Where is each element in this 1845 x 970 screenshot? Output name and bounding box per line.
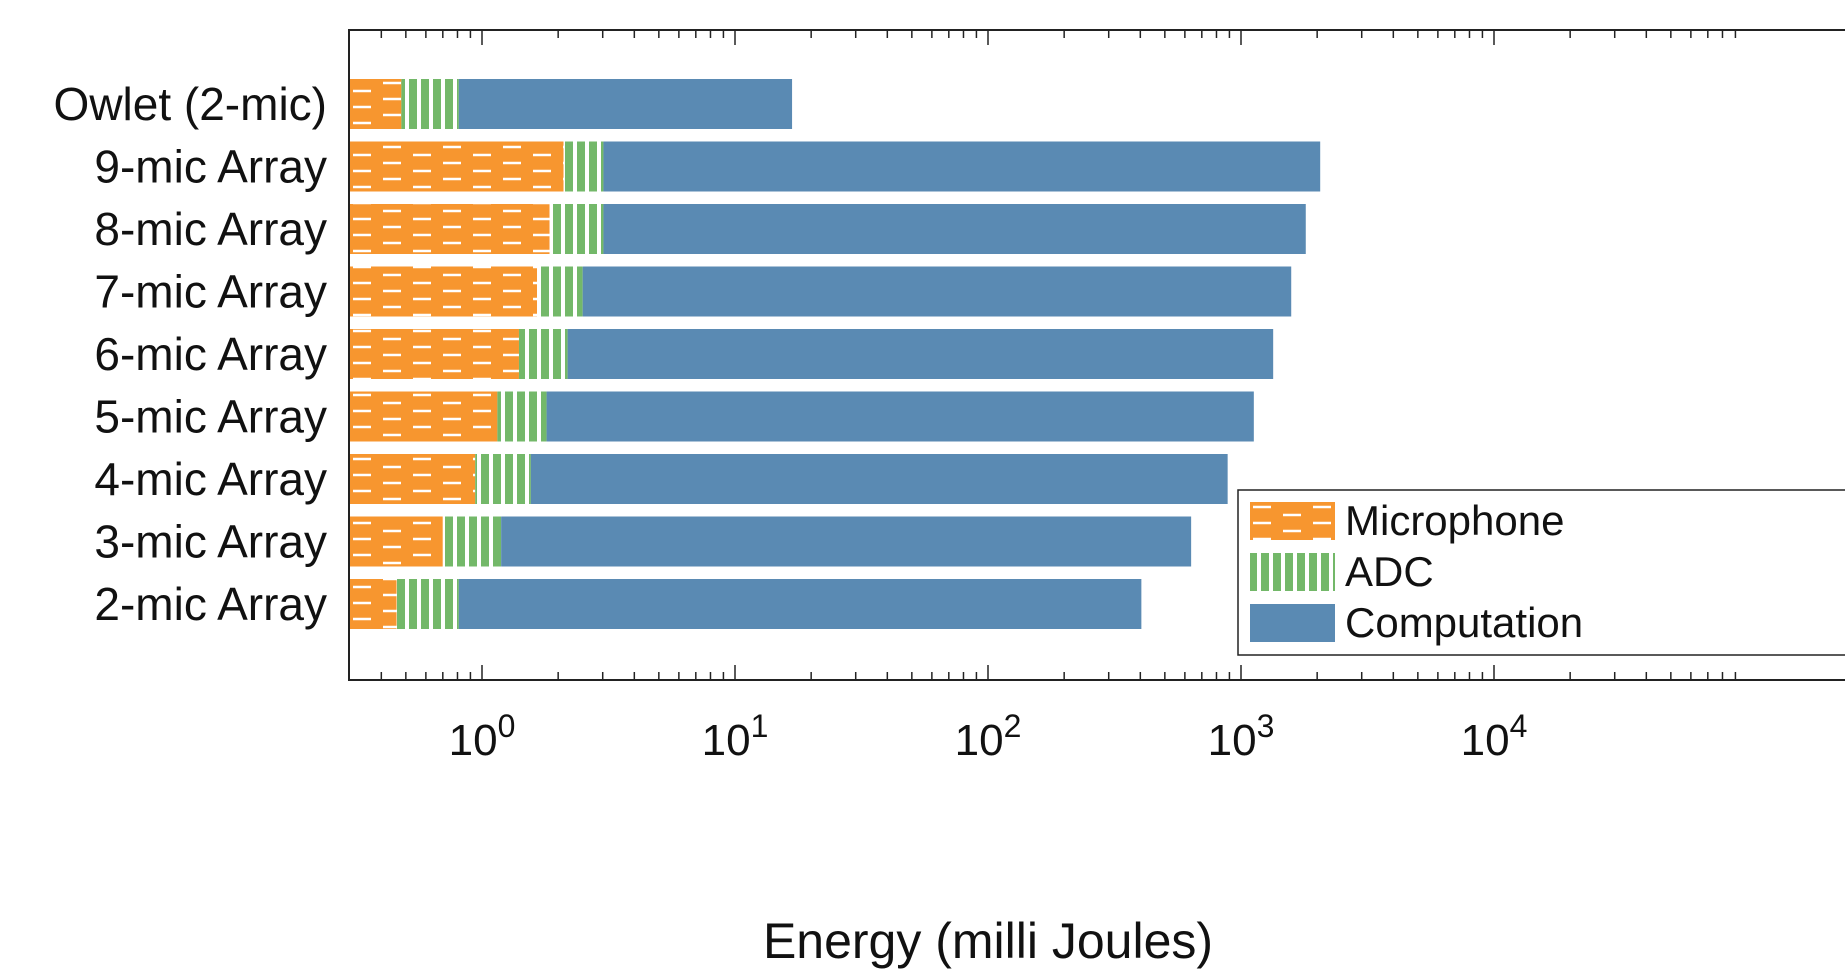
bar-computation-2 bbox=[603, 204, 1306, 254]
bar-adc-7 bbox=[442, 516, 502, 567]
x-tick-label: 102 bbox=[955, 708, 1022, 765]
legend-label: Microphone bbox=[1345, 497, 1564, 544]
category-label: 2-mic Array bbox=[94, 578, 327, 630]
plot-frame bbox=[348, 29, 1845, 681]
bar-adc-8 bbox=[396, 579, 459, 629]
bar-adc-6 bbox=[475, 454, 531, 504]
category-label: Owlet (2-mic) bbox=[54, 78, 327, 130]
legend-label: Computation bbox=[1345, 599, 1583, 646]
bar-computation-8 bbox=[458, 579, 1142, 629]
x-tick-label: 101 bbox=[702, 708, 769, 765]
bar-computation-3 bbox=[582, 266, 1292, 317]
category-label: 5-mic Array bbox=[94, 391, 327, 443]
bar-microphone-2 bbox=[350, 204, 550, 254]
legend-label: ADC bbox=[1345, 548, 1434, 595]
bar-computation-1 bbox=[603, 141, 1321, 192]
bar-adc-1 bbox=[563, 141, 604, 192]
category-label: 7-mic Array bbox=[94, 266, 327, 318]
bar-microphone-5 bbox=[350, 391, 498, 442]
bar-computation-4 bbox=[567, 329, 1274, 379]
category-label: 3-mic Array bbox=[94, 516, 327, 568]
axes-box bbox=[348, 29, 1845, 681]
bar-microphone-3 bbox=[350, 266, 538, 317]
bar-computation-0 bbox=[458, 79, 793, 129]
x-tick-label: 100 bbox=[449, 708, 516, 765]
bar-microphone-0 bbox=[350, 79, 402, 129]
bar-computation-7 bbox=[501, 516, 1192, 567]
bar-microphone-8 bbox=[350, 579, 397, 629]
bar-computation-5 bbox=[546, 391, 1254, 442]
legend-box bbox=[1237, 489, 1845, 656]
bar-microphone-6 bbox=[350, 454, 476, 504]
x-axis-title: Energy (milli Joules) bbox=[763, 913, 1213, 969]
category-label: 8-mic Array bbox=[94, 203, 327, 255]
legend-swatch-computation bbox=[1250, 604, 1335, 642]
bar-adc-2 bbox=[549, 204, 604, 254]
bar-adc-3 bbox=[537, 266, 583, 317]
bar-adc-5 bbox=[497, 391, 547, 442]
x-tick-label: 104 bbox=[1461, 708, 1528, 765]
x-tick-label: 103 bbox=[1208, 708, 1275, 765]
legend-swatch-microphone bbox=[1250, 502, 1335, 540]
bar-microphone-4 bbox=[350, 329, 519, 379]
bar-adc-4 bbox=[518, 329, 568, 379]
bar-microphone-7 bbox=[350, 516, 443, 567]
bar-computation-6 bbox=[530, 454, 1228, 504]
bar-adc-0 bbox=[401, 79, 459, 129]
bar-microphone-1 bbox=[350, 141, 564, 192]
category-label: 9-mic Array bbox=[94, 141, 327, 193]
category-label: 6-mic Array bbox=[94, 328, 327, 380]
bars-group bbox=[350, 79, 1321, 629]
axis-ticks bbox=[380, 30, 1737, 680]
category-labels: Owlet (2-mic) 9-mic Array 8-mic Array 7-mic… bbox=[54, 78, 327, 630]
category-label: 4-mic Array bbox=[94, 453, 327, 505]
legend-swatch-adc bbox=[1250, 553, 1335, 591]
x-tick-labels: 100 101 102 103 104 bbox=[449, 708, 1528, 765]
